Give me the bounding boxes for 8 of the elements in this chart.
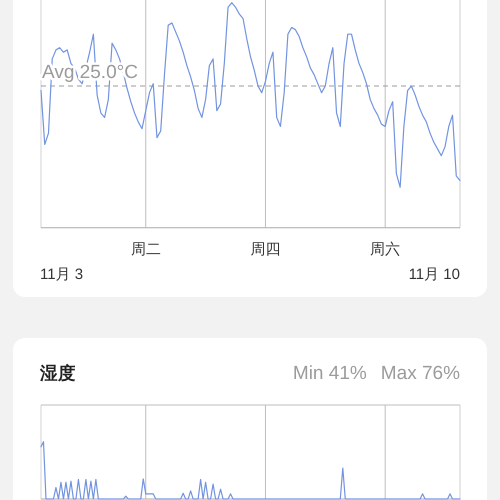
text: 11月 10 [408, 266, 460, 283]
x-tick-label: 周二 [130, 241, 161, 258]
chart-title: 湿度 [39, 363, 76, 383]
text: Min 41% [292, 363, 367, 384]
text: Max 76% [380, 363, 460, 384]
x-tick-label: 周六 [370, 241, 400, 258]
x-tick-label: 周四 [250, 241, 280, 258]
text: 11月 3 [40, 266, 84, 283]
